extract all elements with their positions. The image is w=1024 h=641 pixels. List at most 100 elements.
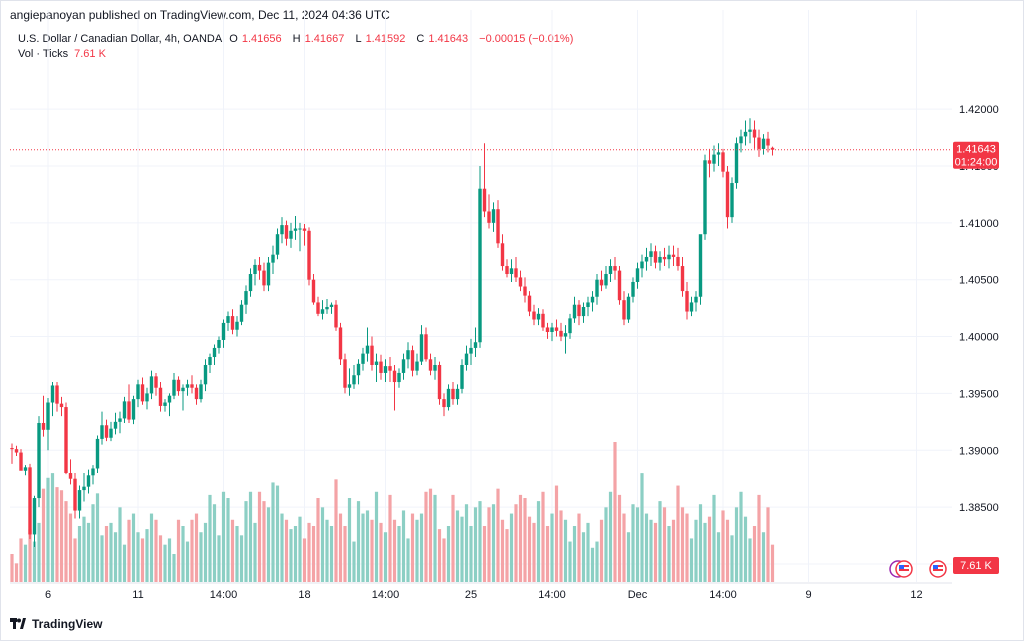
candle-body (734, 143, 739, 184)
candle-body (419, 334, 424, 362)
candle-body (635, 268, 640, 282)
candle-body (563, 333, 568, 337)
volume-bar (154, 519, 158, 582)
volume-bar (478, 501, 482, 582)
volume-bar (244, 501, 248, 582)
candle-body (77, 490, 82, 511)
candle-body (361, 353, 365, 364)
candle-body (487, 211, 491, 223)
price-tick-label: 1.38500 (959, 502, 999, 514)
volume-label[interactable]: Vol · Ticks (18, 48, 69, 60)
candle-body (32, 498, 37, 535)
event-flags[interactable] (889, 560, 947, 578)
candle-body (379, 361, 383, 373)
volume-bar (649, 519, 653, 582)
volume-bar (563, 519, 568, 582)
volume-bar (118, 507, 122, 582)
candle-body (676, 256, 680, 267)
volume-bar (181, 526, 185, 582)
volume-bar (199, 532, 203, 582)
candle-body (244, 291, 248, 305)
candle-body (595, 279, 599, 297)
us-flag-icon[interactable] (929, 560, 947, 578)
candle-body (41, 422, 46, 430)
time-tick-label: 18 (298, 589, 310, 601)
price-tick-label: 1.41000 (959, 218, 999, 230)
candle-body (599, 279, 604, 286)
symbol-title[interactable]: U.S. Dollar / Canadian Dollar, 4h, OANDA (18, 33, 223, 45)
candle-body (451, 388, 455, 400)
time-tick-label: 12 (910, 589, 922, 601)
volume-bar (284, 519, 289, 582)
candle-body (424, 334, 428, 360)
candle-body (190, 384, 194, 388)
candle-body (437, 364, 442, 400)
candle-body (770, 147, 775, 150)
volume-bar (10, 554, 14, 582)
volume-bar (550, 513, 554, 582)
time-tick-label: 14:00 (372, 589, 400, 601)
candle-body (239, 304, 244, 322)
volume-bar (608, 491, 613, 582)
candle-body (181, 387, 185, 392)
volume-bar (586, 522, 590, 582)
candle-body (694, 296, 698, 303)
candle-body (496, 209, 500, 244)
candle-body (716, 152, 721, 155)
volume-bar (383, 532, 388, 582)
candle-body (149, 376, 154, 394)
volume-bar (77, 526, 82, 582)
candle-body (392, 370, 397, 383)
countdown-text: 01:24:00 (955, 157, 998, 169)
volume-bar (487, 507, 491, 582)
candle-body (622, 300, 626, 320)
candle-body (95, 438, 100, 469)
candle-body (752, 129, 757, 138)
volume-bar (568, 541, 572, 582)
volume-bar (442, 538, 446, 582)
candle-body (311, 279, 316, 303)
volume-bar (289, 529, 293, 582)
candle-body (406, 350, 410, 360)
volume-bar (379, 522, 383, 582)
us-flag-icon[interactable] (889, 560, 913, 578)
candle-body (370, 345, 374, 365)
candle-body (185, 384, 190, 388)
candle-body (307, 230, 311, 280)
candle-body (235, 321, 239, 330)
volume-bar (28, 529, 32, 582)
volume-bar (82, 516, 86, 582)
volume-bar (599, 519, 604, 582)
candle-body (298, 228, 302, 230)
volume-bar (257, 491, 262, 582)
volume-bar (14, 563, 19, 582)
candle-body (514, 268, 518, 278)
candle-body (604, 274, 608, 286)
volume-bar (617, 494, 622, 582)
brand-name: TradingView (32, 617, 103, 631)
price-tick-label: 1.39000 (959, 445, 999, 457)
candle-body (644, 256, 649, 262)
candle-body (658, 256, 662, 263)
volume-tag: 7.61 K (953, 557, 999, 574)
candle-body (568, 318, 572, 334)
volume-bar (262, 501, 266, 582)
footer-brand[interactable]: TradingView (10, 617, 102, 631)
volume-bar (338, 513, 343, 582)
candle-body (82, 486, 86, 491)
volume-bar (496, 488, 500, 582)
candle-body (127, 401, 131, 420)
volume-bar (446, 526, 451, 582)
volume-bar (158, 535, 163, 582)
volume-bar (464, 504, 469, 582)
candle-body (581, 306, 586, 317)
candle-body (509, 268, 514, 275)
candle-body (442, 399, 446, 408)
volume-bar (707, 516, 712, 582)
candle-body (460, 364, 464, 389)
candle-body (167, 395, 172, 403)
candle-body (433, 364, 437, 371)
candle-body (289, 230, 293, 239)
candle-body (176, 379, 181, 392)
